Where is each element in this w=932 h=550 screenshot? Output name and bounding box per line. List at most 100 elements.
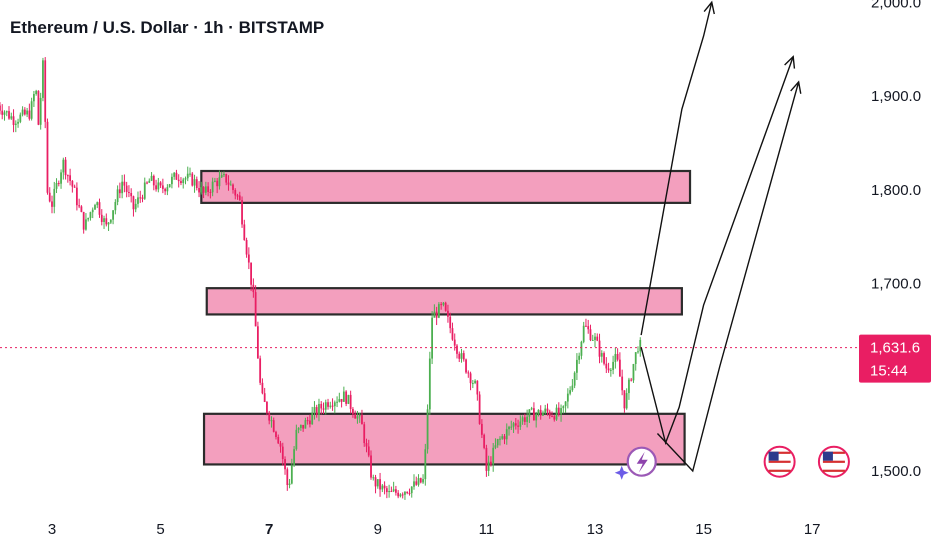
candle-body bbox=[356, 416, 359, 419]
flag-stripe bbox=[822, 456, 845, 459]
current-price-tag-background bbox=[859, 334, 931, 383]
projection-arrowhead bbox=[784, 55, 796, 69]
candle-body bbox=[467, 372, 470, 374]
flag-stripe bbox=[822, 465, 845, 468]
candle-body bbox=[272, 420, 275, 432]
candle-body bbox=[107, 222, 110, 225]
y-tick-label: 2,000.0 bbox=[871, 0, 921, 11]
candle-body bbox=[535, 414, 538, 421]
candle-body bbox=[293, 449, 295, 466]
candle-body bbox=[302, 424, 305, 429]
candle-body bbox=[98, 202, 101, 215]
candle-body bbox=[510, 426, 513, 428]
candle-body bbox=[123, 181, 126, 186]
candle-body bbox=[523, 417, 526, 422]
candle-body bbox=[562, 406, 565, 409]
candle-body bbox=[372, 477, 375, 479]
flag-stripe bbox=[822, 451, 845, 454]
candle-body bbox=[28, 110, 31, 119]
projection-path[interactable] bbox=[640, 56, 794, 446]
projection-path[interactable] bbox=[656, 81, 800, 473]
candle-body bbox=[277, 437, 280, 444]
candle-body bbox=[182, 179, 185, 184]
candle-countdown: 15:44 bbox=[870, 363, 908, 380]
candle-body bbox=[329, 405, 332, 407]
x-axis[interactable]: 3 5 7 9 11 13 15 17 bbox=[48, 521, 821, 538]
y-axis[interactable]: 2,000.0 1,900.0 1,800.0 1,700.0 1,500.0 bbox=[871, 0, 921, 480]
candle-body bbox=[155, 185, 157, 190]
candle-body bbox=[431, 317, 433, 359]
candles-layer bbox=[0, 57, 642, 500]
candle-body bbox=[428, 358, 431, 410]
candle-body bbox=[417, 478, 420, 485]
candle-body bbox=[82, 211, 85, 230]
candle-body bbox=[347, 394, 350, 404]
candle-body bbox=[60, 172, 62, 184]
candle-body bbox=[39, 97, 42, 125]
lightning-badge-icon[interactable] bbox=[614, 446, 657, 480]
candle-body bbox=[85, 219, 87, 230]
candle-body bbox=[173, 172, 176, 177]
candle-body bbox=[609, 369, 612, 371]
candle-body bbox=[449, 316, 452, 329]
candle-body bbox=[637, 351, 639, 353]
candle-body bbox=[10, 116, 13, 119]
candle-body bbox=[320, 403, 323, 409]
candle-body bbox=[605, 363, 608, 369]
candle-body bbox=[121, 181, 124, 194]
mid-resistance-zone[interactable] bbox=[205, 287, 683, 316]
candle-body bbox=[19, 114, 22, 122]
candle-body bbox=[528, 409, 531, 417]
candle-body bbox=[413, 481, 415, 487]
candle-body bbox=[596, 336, 599, 341]
chart-title[interactable]: Ethereum / U.S. Dollar · 1h · BITSTAMP bbox=[10, 18, 325, 37]
candle-body bbox=[374, 477, 377, 487]
candle-body bbox=[247, 254, 250, 263]
candle-body bbox=[571, 385, 574, 391]
sparkle-glyph bbox=[614, 465, 629, 480]
candle-body bbox=[288, 483, 291, 486]
candle-body bbox=[390, 491, 393, 493]
candle-body bbox=[270, 420, 273, 422]
candle-body bbox=[469, 373, 472, 384]
candle-body bbox=[207, 186, 210, 193]
candle-body bbox=[336, 401, 338, 403]
candle-body bbox=[517, 425, 519, 427]
flag-stripe bbox=[768, 456, 791, 459]
candle-body bbox=[465, 359, 467, 373]
candle-body bbox=[229, 184, 232, 186]
candle-body bbox=[161, 185, 164, 189]
candle-body bbox=[338, 399, 341, 402]
candle-body bbox=[370, 455, 372, 478]
candle-body bbox=[157, 182, 160, 190]
candle-body bbox=[621, 376, 624, 391]
upper-resistance-zone[interactable] bbox=[200, 169, 692, 204]
candle-body bbox=[227, 182, 230, 185]
candle-body bbox=[91, 209, 94, 213]
candle-body bbox=[512, 423, 515, 427]
current-price-value: 1,631.6 bbox=[870, 340, 920, 357]
candle-body bbox=[37, 90, 40, 125]
candle-body bbox=[299, 424, 302, 428]
projection-path[interactable] bbox=[640, 2, 713, 336]
candle-body bbox=[263, 393, 266, 402]
candle-body bbox=[105, 218, 108, 225]
candle-body bbox=[137, 197, 139, 204]
us-flag-event-icon[interactable] bbox=[817, 445, 850, 478]
candle-body bbox=[585, 325, 587, 327]
us-flag-event-icon[interactable] bbox=[763, 445, 796, 478]
candle-body bbox=[164, 188, 167, 192]
candle-body bbox=[433, 311, 436, 318]
candle-body bbox=[125, 185, 128, 193]
support-zone[interactable] bbox=[202, 412, 686, 466]
candle-body bbox=[166, 187, 169, 192]
candle-body bbox=[625, 393, 628, 409]
candle-body bbox=[309, 420, 311, 425]
candle-body bbox=[487, 461, 490, 471]
candle-body bbox=[490, 461, 492, 465]
y-tick-label: 1,800.0 bbox=[871, 182, 921, 199]
candle-body bbox=[141, 197, 144, 199]
candle-body bbox=[580, 341, 583, 356]
y-tick-label: 1,900.0 bbox=[871, 88, 921, 105]
